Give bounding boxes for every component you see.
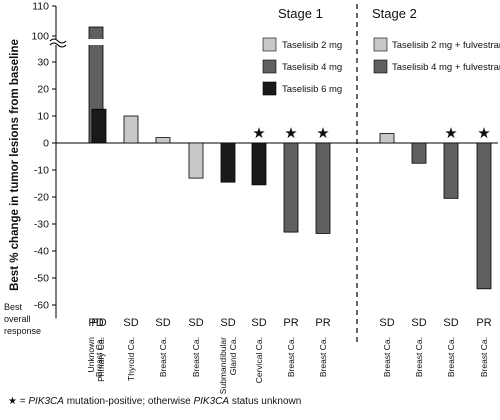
- response-label: SD: [188, 317, 203, 329]
- response-label: PD: [91, 317, 106, 329]
- category-label: Breast Ca.: [414, 337, 424, 377]
- bar: [283, 142, 299, 233]
- category-label: Breast Ca.: [191, 337, 201, 377]
- legend-label: Taselisib 4 mg: [282, 62, 342, 73]
- y-tick-label: -60: [34, 300, 49, 312]
- legend-swatch: [262, 37, 277, 52]
- category-label: Breast Ca.: [446, 337, 456, 377]
- stage-2-title: Stage 2: [372, 6, 417, 21]
- axis-break-gap: [52, 39, 118, 45]
- category-label: Breast Ca.: [286, 337, 296, 377]
- y-axis-title: Best % change in tumor lesions from base…: [9, 39, 21, 291]
- category-label: Breast Ca.: [318, 337, 328, 377]
- category-label: Breast Ca.: [479, 337, 489, 377]
- y-tick-label: -50: [34, 273, 49, 285]
- y-tick-label: 0: [43, 138, 49, 150]
- legend-label: Taselisib 2 mg: [282, 40, 342, 51]
- legend-swatch: [262, 59, 277, 74]
- bar: [443, 142, 459, 199]
- response-label: SD: [379, 317, 394, 329]
- response-label: PD: [88, 317, 103, 329]
- y-tick-label: 20: [37, 84, 49, 96]
- response-label: SD: [443, 317, 458, 329]
- y-tick-label: -30: [34, 219, 49, 231]
- legend-label: Taselisib 4 mg + fulvestrant: [392, 62, 500, 73]
- category-label: Cervical Ca.: [254, 337, 264, 383]
- footnote: ★ = PIK3CA mutation-positive; otherwise …: [8, 396, 301, 407]
- y-tick-label: 100: [31, 31, 49, 43]
- category-label: Thyroid Ca.: [126, 337, 136, 381]
- axis-break-mark: [49, 38, 67, 44]
- category-label: Breast Ca.: [382, 337, 392, 377]
- response-label: SD: [123, 317, 138, 329]
- category-label: SubmandibularGland Ca.: [218, 337, 238, 394]
- pik3ca-star-marker: ★: [316, 125, 329, 142]
- bar: [91, 108, 107, 144]
- pik3ca-star-marker: ★: [477, 125, 490, 142]
- pik3ca-star-marker: ★: [252, 125, 265, 142]
- y-tick-label: -10: [34, 165, 49, 177]
- legend-swatch: [262, 81, 277, 96]
- bar: [123, 115, 139, 144]
- legend-label: Taselisib 6 mg: [282, 84, 342, 95]
- response-label: PR: [315, 317, 330, 329]
- category-label: Breast Ca.: [158, 337, 168, 377]
- response-label: SD: [411, 317, 426, 329]
- y-tick-label: 30: [37, 57, 49, 69]
- bar: [220, 142, 236, 183]
- response-label: SD: [220, 317, 235, 329]
- bar: [476, 142, 492, 290]
- y-tick-label: 10: [37, 111, 49, 123]
- legend-label: Taselisib 2 mg + fulvestrant: [392, 40, 500, 51]
- axis-break-mark: [49, 42, 67, 48]
- response-label: PR: [283, 317, 298, 329]
- response-row-label: Best overall response: [4, 302, 41, 336]
- response-label: SD: [251, 317, 266, 329]
- y-tick-label: -40: [34, 246, 49, 258]
- bar: [155, 137, 171, 144]
- bar: [188, 142, 204, 179]
- bar: [379, 133, 395, 144]
- y-tick-label: -20: [34, 192, 49, 204]
- pik3ca-star-marker: ★: [444, 125, 457, 142]
- category-label: UnknownPrimary Ca.: [86, 337, 106, 382]
- y-tick-label: 110: [32, 1, 49, 13]
- response-label: PR: [476, 317, 491, 329]
- axes-layer: -60 -50 -40 -30 -20 -10 0 10 20 30 100 110: [31, 1, 498, 343]
- stage-1-title: Stage 1: [278, 6, 323, 21]
- response-label: SD: [155, 317, 170, 329]
- bar: [315, 142, 331, 234]
- category-label: Breast Ca.: [94, 337, 104, 377]
- legend-swatch: [373, 37, 388, 52]
- bar: [411, 142, 427, 164]
- legend-swatch: [373, 59, 388, 74]
- pik3ca-star-marker: ★: [284, 125, 297, 142]
- bar: [251, 142, 267, 186]
- bars-layer: [49, 26, 492, 290]
